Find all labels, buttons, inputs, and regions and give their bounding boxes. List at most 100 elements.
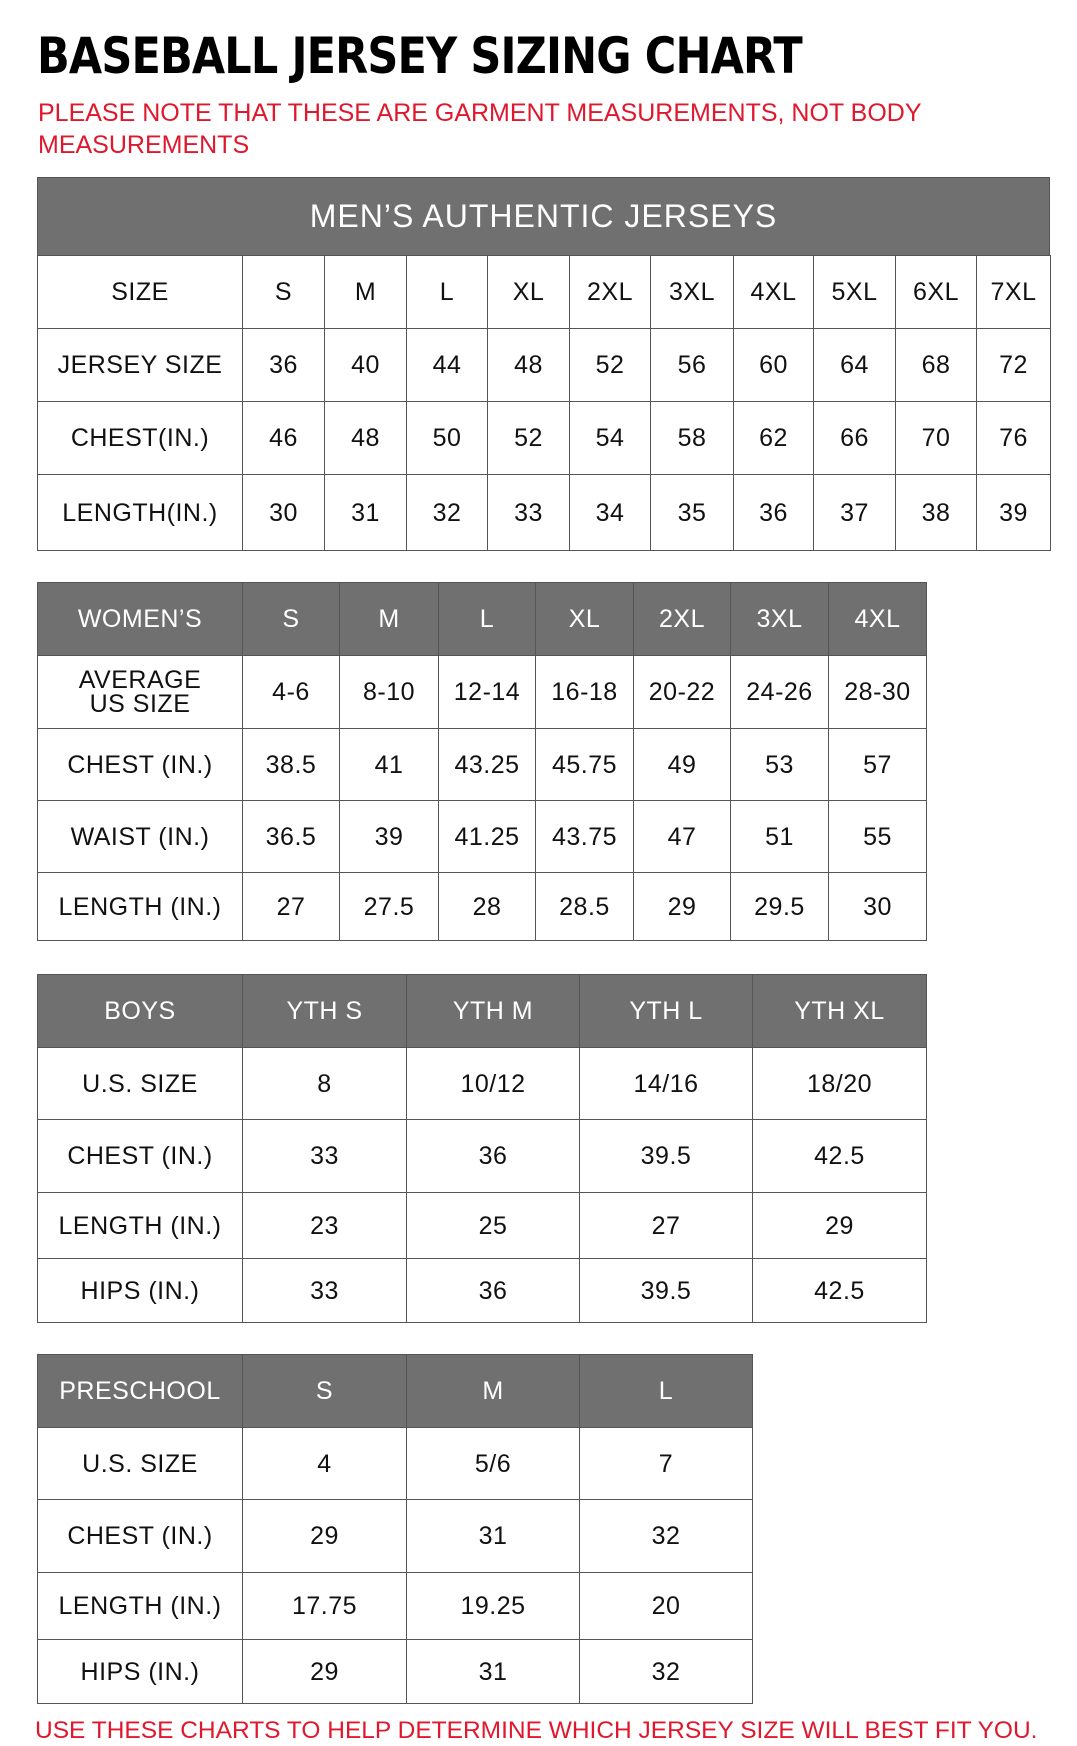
table-cell: 7XL — [976, 255, 1051, 329]
table-cell: 23 — [242, 1192, 407, 1259]
table-row: HIPS (IN.) 29 31 32 — [37, 1639, 753, 1704]
table-cell: 20-22 — [633, 655, 731, 729]
table-row: CHEST (IN.) 33 36 39.5 42.5 — [37, 1119, 927, 1193]
table-cell: 27 — [579, 1192, 753, 1259]
table-cell: 38.5 — [242, 728, 340, 801]
table-cell: YTH XL — [752, 974, 927, 1048]
table-cell: M — [339, 582, 439, 656]
table-cell: 39 — [339, 800, 439, 873]
table-row: U.S. SIZE 4 5/6 7 — [37, 1427, 753, 1500]
table-cell: 8-10 — [339, 655, 439, 729]
row-label: WAIST (IN.) — [37, 800, 243, 873]
table-row: WAIST (IN.) 36.5 39 41.25 43.75 47 51 55 — [37, 800, 927, 873]
row-label: JERSEY SIZE — [37, 328, 243, 402]
table-cell: 25 — [406, 1192, 580, 1259]
table-cell: 43.25 — [438, 728, 536, 801]
table-cell: 28-30 — [828, 655, 927, 729]
table-cell: 7 — [579, 1427, 753, 1500]
table-cell: 41.25 — [438, 800, 536, 873]
table-cell: 41 — [339, 728, 439, 801]
table-cell: 56 — [650, 328, 734, 402]
table-cell: XL — [487, 255, 570, 329]
table-header-row: WOMEN’S S M L XL 2XL 3XL 4XL — [37, 582, 927, 656]
table-cell: 31 — [406, 1499, 580, 1573]
table-cell: 36 — [406, 1119, 580, 1193]
row-label: LENGTH (IN.) — [37, 1192, 243, 1259]
table-cell: 3XL — [730, 582, 829, 656]
table-header-row: PRESCHOOL S M L — [37, 1354, 753, 1428]
table-cell: 42.5 — [752, 1258, 927, 1323]
table-cell: 33 — [242, 1119, 407, 1193]
page-title: BASEBALL JERSEY SIZING CHART — [37, 27, 803, 85]
table-cell: 64 — [813, 328, 896, 402]
table-cell: 43.75 — [535, 800, 634, 873]
table-cell: 20 — [579, 1572, 753, 1640]
table-cell: 36 — [406, 1258, 580, 1323]
table-cell: 27.5 — [339, 872, 439, 941]
table-cell: 31 — [406, 1639, 580, 1704]
table-cell: 62 — [733, 401, 814, 475]
row-label: CHEST(IN.) — [37, 401, 243, 475]
table-cell: 40 — [324, 328, 407, 402]
table-row: LENGTH (IN.) 17.75 19.25 20 — [37, 1572, 753, 1640]
table-cell: 17.75 — [242, 1572, 407, 1640]
table-cell: 29.5 — [730, 872, 829, 941]
table-cell: 28.5 — [535, 872, 634, 941]
table-cell: 29 — [633, 872, 731, 941]
row-label: LENGTH (IN.) — [37, 872, 243, 941]
row-label: U.S. SIZE — [37, 1427, 243, 1500]
table-cell: S — [242, 1354, 407, 1428]
table-cell: 8 — [242, 1047, 407, 1120]
table-cell: 39 — [976, 474, 1051, 551]
table-cell: 32 — [579, 1639, 753, 1704]
table-cell: 48 — [487, 328, 570, 402]
table-cell: 68 — [895, 328, 977, 402]
row-label: AVERAGE US SIZE — [37, 655, 243, 729]
table-cell: 29 — [752, 1192, 927, 1259]
table-cell: 19.25 — [406, 1572, 580, 1640]
row-label: CHEST (IN.) — [37, 1499, 243, 1573]
table-cell: 37 — [813, 474, 896, 551]
table-cell: 57 — [828, 728, 927, 801]
table-cell: 2XL — [569, 255, 651, 329]
table-cell: 36 — [242, 328, 325, 402]
table-cell: 2XL — [633, 582, 731, 656]
table-cell: 49 — [633, 728, 731, 801]
row-label: CHEST (IN.) — [37, 1119, 243, 1193]
table-cell: 4XL — [828, 582, 927, 656]
table-cell: 44 — [406, 328, 488, 402]
table-cell: 10/12 — [406, 1047, 580, 1120]
table-cell: 27 — [242, 872, 340, 941]
table-row: LENGTH(IN.) 30 31 32 33 34 35 36 37 38 39 — [37, 474, 1051, 551]
table-row: LENGTH (IN.) 23 25 27 29 — [37, 1192, 927, 1259]
table-cell: 30 — [828, 872, 927, 941]
table-cell: 24-26 — [730, 655, 829, 729]
table-row: U.S. SIZE 8 10/12 14/16 18/20 — [37, 1047, 927, 1120]
table-cell: 16-18 — [535, 655, 634, 729]
table-cell: 36 — [733, 474, 814, 551]
table-header-row: BOYS YTH S YTH M YTH L YTH XL — [37, 974, 927, 1048]
table-cell: 5/6 — [406, 1427, 580, 1500]
table-cell: 35 — [650, 474, 734, 551]
table-cell: 45.75 — [535, 728, 634, 801]
mens-size-table: SIZE S M L XL 2XL 3XL 4XL 5XL 6XL 7XL JERSEY SIZE 36… — [37, 255, 1051, 551]
table-cell: 53 — [730, 728, 829, 801]
table-row: AVERAGE US SIZE 4-6 8-10 12-14 16-18 20-22 24-… — [37, 655, 927, 729]
row-label: PRESCHOOL — [37, 1354, 243, 1428]
table-cell: 55 — [828, 800, 927, 873]
table-cell: 30 — [242, 474, 325, 551]
table-cell: 66 — [813, 401, 896, 475]
table-cell: 60 — [733, 328, 814, 402]
row-label: WOMEN’S — [37, 582, 243, 656]
boys-size-table: BOYS YTH S YTH M YTH L YTH XL U.S. SIZE 8 10/12… — [37, 974, 927, 1323]
table-cell: 32 — [406, 474, 488, 551]
table-cell: 28 — [438, 872, 536, 941]
table-cell: 70 — [895, 401, 977, 475]
table-header-row: SIZE S M L XL 2XL 3XL 4XL 5XL 6XL 7XL — [37, 255, 1051, 329]
table-row: CHEST (IN.) 29 31 32 — [37, 1499, 753, 1573]
row-label: CHEST (IN.) — [37, 728, 243, 801]
table-cell: L — [406, 255, 488, 329]
table-row: LENGTH (IN.) 27 27.5 28 28.5 29 29.5 30 — [37, 872, 927, 941]
table-cell: 46 — [242, 401, 325, 475]
table-cell: 58 — [650, 401, 734, 475]
